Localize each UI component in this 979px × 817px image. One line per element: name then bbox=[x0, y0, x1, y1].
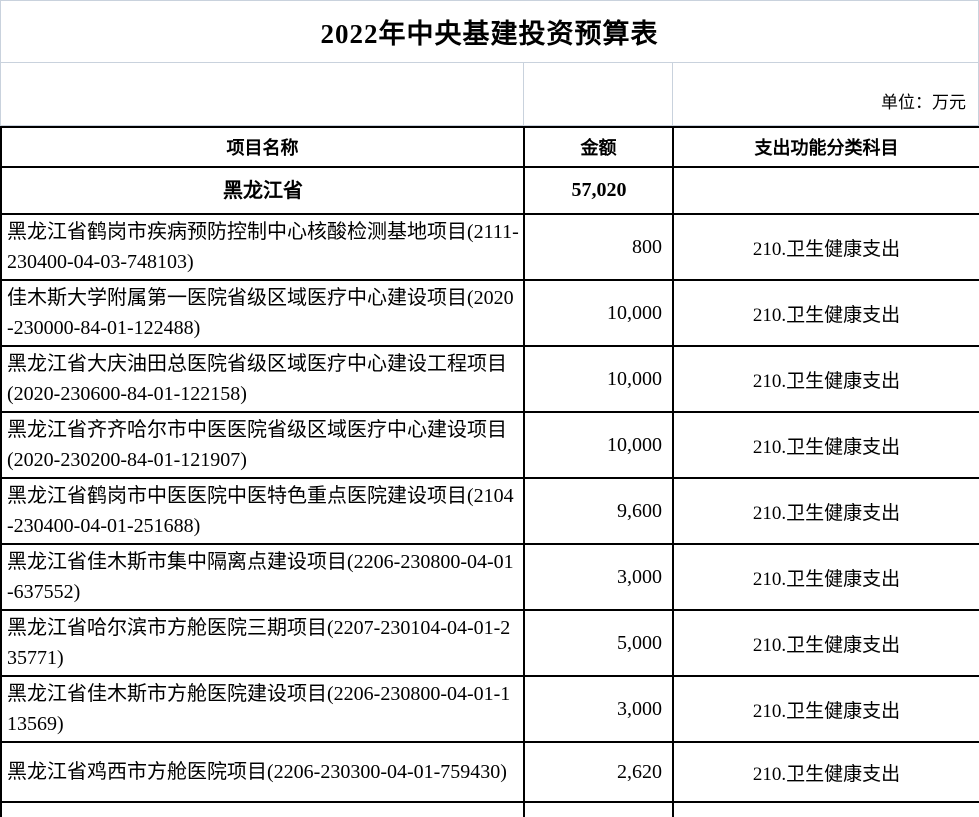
project-name-cell: 黑龙江省佳木斯市集中隔离点建设项目(2206-230800-04-01-6375… bbox=[0, 543, 525, 611]
amount-cell: 10,000 bbox=[523, 345, 674, 413]
table-row: 黑龙江省鹤岗市疾病预防控制中心核酸检测基地项目(2111-230400-04-0… bbox=[0, 213, 979, 281]
category-cell: 210.卫生健康支出 bbox=[672, 345, 979, 413]
table-row: 黑龙江省齐齐哈尔市中医医院省级区域医疗中心建设项目(2020-230200-84… bbox=[0, 411, 979, 479]
summary-category bbox=[672, 166, 979, 215]
table-row: 佳木斯大学附属第一医院省级区域医疗中心建设项目(2020-230000-84-0… bbox=[0, 279, 979, 347]
amount-cell: 10,000 bbox=[523, 279, 674, 347]
unit-row-spacer-1 bbox=[1, 63, 524, 125]
category-cell: 210.卫生健康支出 bbox=[672, 411, 979, 479]
category-cell: 210.卫生健康支出 bbox=[672, 801, 979, 817]
project-name-cell: 黑龙江省齐齐哈尔市中医医院省级区域医疗中心建设项目(2020-230200-84… bbox=[0, 411, 525, 479]
header-amount: 金额 bbox=[523, 126, 674, 168]
amount-cell: 9,600 bbox=[523, 477, 674, 545]
page-title: 2022年中央基建投资预算表 bbox=[0, 0, 979, 63]
table-row: 黑龙江省佳木斯市集中隔离点建设项目(2206-230800-04-01-6375… bbox=[0, 543, 979, 611]
project-name-cell: 黑河市方舱医院建设项目(2206-231100-04-01-405716) bbox=[0, 801, 525, 817]
amount-cell: 2,620 bbox=[523, 741, 674, 803]
category-cell: 210.卫生健康支出 bbox=[672, 609, 979, 677]
project-name-cell: 佳木斯大学附属第一医院省级区域医疗中心建设项目(2020-230000-84-0… bbox=[0, 279, 525, 347]
amount-cell: 3,000 bbox=[523, 675, 674, 743]
header-category: 支出功能分类科目 bbox=[672, 126, 979, 168]
header-project-name: 项目名称 bbox=[0, 126, 525, 168]
table-row: 黑河市方舱医院建设项目(2206-231100-04-01-405716) 3,… bbox=[0, 801, 979, 817]
project-name-cell: 黑龙江省大庆油田总医院省级区域医疗中心建设工程项目(2020-230600-84… bbox=[0, 345, 525, 413]
amount-cell: 10,000 bbox=[523, 411, 674, 479]
category-cell: 210.卫生健康支出 bbox=[672, 741, 979, 803]
unit-row-spacer-2 bbox=[524, 63, 673, 125]
project-name-cell: 黑龙江省鸡西市方舱医院项目(2206-230300-04-01-759430) bbox=[0, 741, 525, 803]
category-cell: 210.卫生健康支出 bbox=[672, 675, 979, 743]
category-cell: 210.卫生健康支出 bbox=[672, 543, 979, 611]
project-name-cell: 黑龙江省鹤岗市疾病预防控制中心核酸检测基地项目(2111-230400-04-0… bbox=[0, 213, 525, 281]
summary-amount: 57,020 bbox=[523, 166, 674, 215]
header-row: 项目名称 金额 支出功能分类科目 bbox=[0, 126, 979, 168]
project-name-cell: 黑龙江省佳木斯市方舱医院建设项目(2206-230800-04-01-11356… bbox=[0, 675, 525, 743]
amount-cell: 3,000 bbox=[523, 543, 674, 611]
project-name-cell: 黑龙江省哈尔滨市方舱医院三期项目(2207-230104-04-01-23577… bbox=[0, 609, 525, 677]
unit-row: 单位：万元 bbox=[0, 63, 979, 126]
table-row: 黑龙江省哈尔滨市方舱医院三期项目(2207-230104-04-01-23577… bbox=[0, 609, 979, 677]
summary-province-name: 黑龙江省 bbox=[0, 166, 525, 215]
budget-table: 项目名称 金额 支出功能分类科目 黑龙江省 57,020 黑龙江省鹤岗市疾病预防… bbox=[0, 126, 979, 817]
unit-label: 单位：万元 bbox=[881, 93, 966, 112]
table-row: 黑龙江省鹤岗市中医医院中医特色重点医院建设项目(2104-230400-04-0… bbox=[0, 477, 979, 545]
category-cell: 210.卫生健康支出 bbox=[672, 213, 979, 281]
amount-cell: 800 bbox=[523, 213, 674, 281]
table-row: 黑龙江省大庆油田总医院省级区域医疗中心建设工程项目(2020-230600-84… bbox=[0, 345, 979, 413]
table-row: 黑龙江省鸡西市方舱医院项目(2206-230300-04-01-759430) … bbox=[0, 741, 979, 803]
budget-rows: 黑龙江省 57,020 黑龙江省鹤岗市疾病预防控制中心核酸检测基地项目(2111… bbox=[0, 166, 979, 817]
project-name-cell: 黑龙江省鹤岗市中医医院中医特色重点医院建设项目(2104-230400-04-0… bbox=[0, 477, 525, 545]
amount-cell: 3,000 bbox=[523, 801, 674, 817]
summary-row: 黑龙江省 57,020 bbox=[0, 166, 979, 215]
amount-cell: 5,000 bbox=[523, 609, 674, 677]
category-cell: 210.卫生健康支出 bbox=[672, 477, 979, 545]
table-row: 黑龙江省佳木斯市方舱医院建设项目(2206-230800-04-01-11356… bbox=[0, 675, 979, 743]
category-cell: 210.卫生健康支出 bbox=[672, 279, 979, 347]
